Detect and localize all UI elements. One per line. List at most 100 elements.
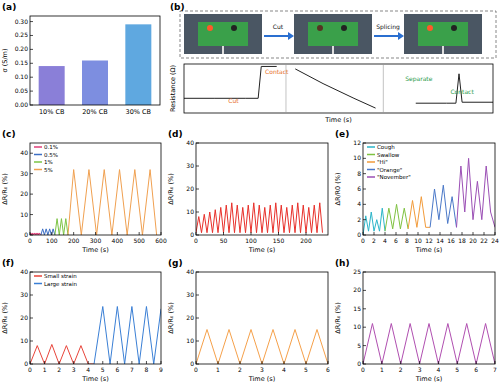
y-tick xyxy=(363,364,366,365)
x-tick-label: 1 xyxy=(380,366,384,373)
x-tick xyxy=(51,232,52,235)
photo-led xyxy=(451,25,457,31)
panel-label: (e) xyxy=(335,129,349,139)
photo-led xyxy=(317,25,323,31)
annotation: Contact xyxy=(450,88,474,95)
y-tick-label: 20 xyxy=(186,185,194,192)
series-line xyxy=(196,330,328,365)
y-tick xyxy=(196,212,199,213)
marks xyxy=(196,203,323,233)
step-label: Cut xyxy=(273,23,284,30)
arrow-head xyxy=(398,32,404,40)
panel: (e)024681012024681012141618202224Time (s… xyxy=(334,129,499,254)
x-tick-label: 200 xyxy=(300,237,312,244)
x-tick-label: 7 xyxy=(130,366,134,373)
x-tick-label: 22 xyxy=(480,237,488,244)
series-line xyxy=(41,229,55,235)
y-tick-label: 10 xyxy=(20,337,28,344)
y-tick xyxy=(30,21,33,22)
annotation: Cut xyxy=(228,97,239,104)
x-tick xyxy=(131,361,132,364)
x-tick-label: 1 xyxy=(216,366,220,373)
y-tick xyxy=(30,364,33,365)
legend: Small strain Large strain xyxy=(34,273,77,288)
x-tick-label: 8 xyxy=(145,366,149,373)
y-tick-label: 10 xyxy=(20,211,28,218)
legend-label: Large strain xyxy=(44,281,77,288)
legend-swatch xyxy=(34,275,42,277)
x-axis-label: Time (s) xyxy=(81,375,108,383)
x-tick xyxy=(161,361,162,364)
y-tick xyxy=(363,308,366,309)
y-axis-label: ΔR/R₀ (%) xyxy=(334,302,342,334)
x-tick-label: 3 xyxy=(418,366,422,373)
panel-label: (f) xyxy=(2,258,14,268)
y-tick xyxy=(363,173,366,174)
y-tick xyxy=(363,219,366,220)
x-tick-label: 6 xyxy=(115,366,119,373)
series-line xyxy=(184,66,493,108)
legend-label: Small strain xyxy=(44,273,77,279)
legend-swatch xyxy=(367,146,375,148)
panel: CutSplicing(b)CutContactSeparateContactT… xyxy=(169,2,496,124)
panel: (h)051015202501234567Time (s)ΔR/R₀ (%) xyxy=(334,258,497,383)
y-tick-label: 5 xyxy=(357,342,361,349)
y-tick xyxy=(196,272,199,273)
photo-led xyxy=(231,25,237,31)
x-tick xyxy=(196,361,197,364)
marks xyxy=(196,330,328,365)
x-tick xyxy=(240,361,241,364)
panel-label: (d) xyxy=(168,129,183,139)
y-tick xyxy=(30,63,33,64)
legend-swatch xyxy=(34,154,42,156)
x-tick-label: 100 xyxy=(46,237,58,244)
y-tick xyxy=(196,235,199,236)
legend-swatch xyxy=(367,169,375,171)
photo-wire xyxy=(442,46,444,54)
x-tick xyxy=(462,232,463,235)
y-tick-label: 40 xyxy=(186,268,194,275)
annotation: Contact xyxy=(265,68,289,75)
x-tick xyxy=(30,232,31,235)
y-tick xyxy=(363,189,366,190)
y-tick-label: 40 xyxy=(20,149,28,156)
x-tick xyxy=(484,232,485,235)
x-tick-label: 5 xyxy=(101,366,105,373)
x-tick-label: 100 xyxy=(245,237,257,244)
x-tick-label: 10 xyxy=(414,237,422,244)
x-axis-label: Time (s) xyxy=(81,246,108,254)
bar xyxy=(82,61,108,106)
x-tick-label: 400 xyxy=(112,237,124,244)
y-tick xyxy=(30,173,33,174)
x-tick xyxy=(328,361,329,364)
arrow-head xyxy=(288,32,294,40)
legend-label: "Orange" xyxy=(377,167,402,174)
x-tick xyxy=(223,232,224,235)
x-axis-label: Time (s) xyxy=(324,116,351,124)
x-tick xyxy=(419,361,420,364)
legend-label: "November" xyxy=(377,174,411,180)
y-tick-label: 20 xyxy=(353,286,361,293)
x-axis-label: Time (s) xyxy=(415,246,442,254)
photo-board xyxy=(198,22,248,46)
y-tick-label: 6 xyxy=(357,185,361,192)
x-tick xyxy=(30,361,31,364)
plot-frame xyxy=(196,143,328,235)
x-tick xyxy=(262,361,263,364)
y-tick xyxy=(30,49,33,50)
y-tick-label: 0.30 xyxy=(15,18,29,25)
x-tick xyxy=(117,361,118,364)
x-tick-label: 4 xyxy=(282,366,286,373)
y-tick-label: 10 xyxy=(186,208,194,215)
legend-swatch xyxy=(34,283,42,285)
x-tick-label: 16 xyxy=(447,237,455,244)
y-tick xyxy=(30,91,33,92)
x-tick-label: 0 xyxy=(361,237,365,244)
x-tick-label: 24 xyxy=(491,237,499,244)
y-tick-label: 0.25 xyxy=(15,31,29,38)
y-tick-label: 30 xyxy=(20,170,28,177)
y-axis-label: ΔR/R₀ (%) xyxy=(1,302,9,334)
x-tick-label: 0 xyxy=(28,237,32,244)
legend-label: 5% xyxy=(44,167,53,173)
x-tick xyxy=(407,232,408,235)
